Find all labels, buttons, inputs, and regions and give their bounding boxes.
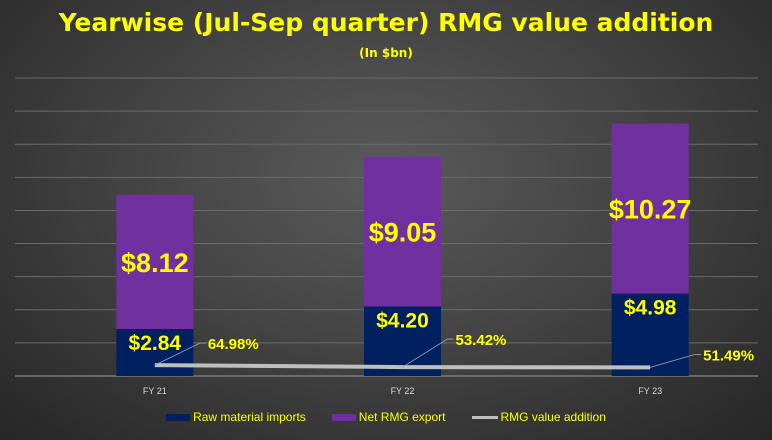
legend-label-raw: Raw material imports bbox=[193, 410, 306, 424]
leader-line bbox=[402, 338, 454, 368]
data-label-raw: $2.84 bbox=[129, 332, 182, 355]
legend: Raw material imports Net RMG export RMG … bbox=[0, 410, 772, 424]
legend-swatch-net bbox=[331, 413, 356, 421]
data-label-net: $8.12 bbox=[121, 248, 189, 278]
bar-raw-material-imports bbox=[364, 306, 441, 376]
chart-title: Yearwise (Jul-Sep quarter) RMG value add… bbox=[58, 8, 714, 37]
bar-net-rmg-export bbox=[611, 123, 689, 294]
legend-swatch-raw bbox=[166, 413, 191, 421]
legend-swatch-line bbox=[471, 415, 498, 419]
x-tick-label: FY 22 bbox=[391, 386, 415, 396]
bar-net-rmg-export bbox=[116, 194, 194, 329]
data-label-raw: $4.98 bbox=[624, 297, 677, 320]
data-label-net: $10.27 bbox=[609, 195, 692, 225]
data-label-net: $9.05 bbox=[369, 218, 437, 248]
data-label-value-addition: 51.49% bbox=[703, 347, 754, 364]
legend-label-net: Net RMG export bbox=[358, 410, 446, 424]
bar-net-rmg-export bbox=[364, 156, 441, 307]
data-label-value-addition: 53.42% bbox=[456, 332, 507, 349]
data-label-value-addition: 64.98% bbox=[208, 336, 259, 353]
legend-label-line: RMG value addition bbox=[500, 410, 606, 424]
legend-item-net: Net RMG export bbox=[331, 410, 446, 424]
legend-item-raw: Raw material imports bbox=[166, 410, 306, 424]
data-label-raw: $4.20 bbox=[376, 309, 429, 332]
bar-raw-material-imports bbox=[611, 293, 689, 376]
chart-subtitle: (In $bn) bbox=[359, 46, 413, 60]
legend-item-line: RMG value addition bbox=[471, 410, 606, 424]
leader-line bbox=[154, 342, 206, 366]
x-tick-label: FY 23 bbox=[638, 386, 662, 396]
leader-line bbox=[650, 354, 702, 368]
x-tick-label: FY 21 bbox=[143, 386, 167, 396]
